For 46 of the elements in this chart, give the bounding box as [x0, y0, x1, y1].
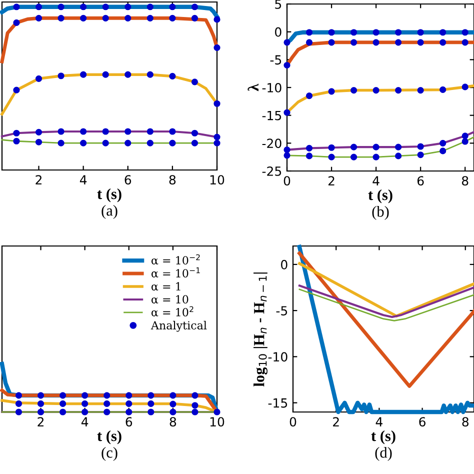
x-tick-label: 8: [462, 417, 468, 427]
y-tick-label: 0: [275, 27, 282, 37]
legend-label: Analytical: [150, 320, 207, 332]
legend-label: α = 10$^{2}$: [151, 306, 194, 316]
x-tick-label: 10: [210, 175, 224, 185]
x-tick-label: 2: [328, 176, 334, 186]
text: (c): [102, 447, 118, 461]
x-tick-label: 8: [169, 175, 176, 185]
x-tick-label: 2: [333, 417, 339, 426]
x-tick-label: 6: [126, 417, 132, 427]
x-axis-title: t (s): [97, 188, 122, 202]
legend-label: α = 1: [151, 282, 180, 291]
y-tick-label: -5: [276, 306, 288, 316]
x-tick-label: 6: [419, 417, 426, 427]
x-tick-label: 8: [462, 176, 468, 186]
y-tick-label: -15: [262, 110, 282, 120]
legend-label: α = 10: [151, 295, 188, 304]
x-tick-label: 0: [290, 417, 296, 427]
text: (a): [102, 205, 118, 219]
legend-label: α = 10$^{−2}$: [151, 254, 200, 265]
x-tick-label: 2: [38, 417, 44, 426]
legend-label: α = 10$^{−1}$: [151, 267, 200, 278]
y-axis-title: log$_{10}$ |H$_{n}$ - H$_{n−1}$|: [254, 272, 268, 386]
text: (b): [372, 206, 389, 220]
x-tick-label: 8: [170, 417, 176, 427]
y-tick-label: -10: [262, 82, 282, 92]
y-tick-label: -25: [262, 166, 282, 176]
x-tick-label: 6: [124, 175, 132, 185]
x-tick-label: 4: [80, 175, 87, 184]
y-tick-label: -15: [268, 398, 288, 408]
x-tick-label: 2: [36, 175, 42, 184]
y-tick-label: -20: [262, 138, 282, 148]
x-tick-label: 4: [81, 417, 88, 426]
y-tick-label: 0: [281, 260, 288, 270]
x-tick-label: 4: [372, 176, 380, 186]
x-tick-label: 4: [376, 417, 382, 426]
x-axis-title: t (s): [97, 430, 122, 444]
y-tick-label: -10: [268, 352, 288, 362]
y-tick-label: -5: [270, 55, 282, 65]
x-tick-label: 10: [210, 417, 224, 427]
y-tick-label: 5: [275, 0, 282, 9]
x-tick-label: 6: [417, 176, 424, 186]
y-axis-title: λ: [248, 84, 258, 92]
x-axis-title: t (s): [368, 189, 392, 204]
text: (d): [375, 447, 392, 461]
x-axis-title: t (s): [371, 430, 396, 444]
